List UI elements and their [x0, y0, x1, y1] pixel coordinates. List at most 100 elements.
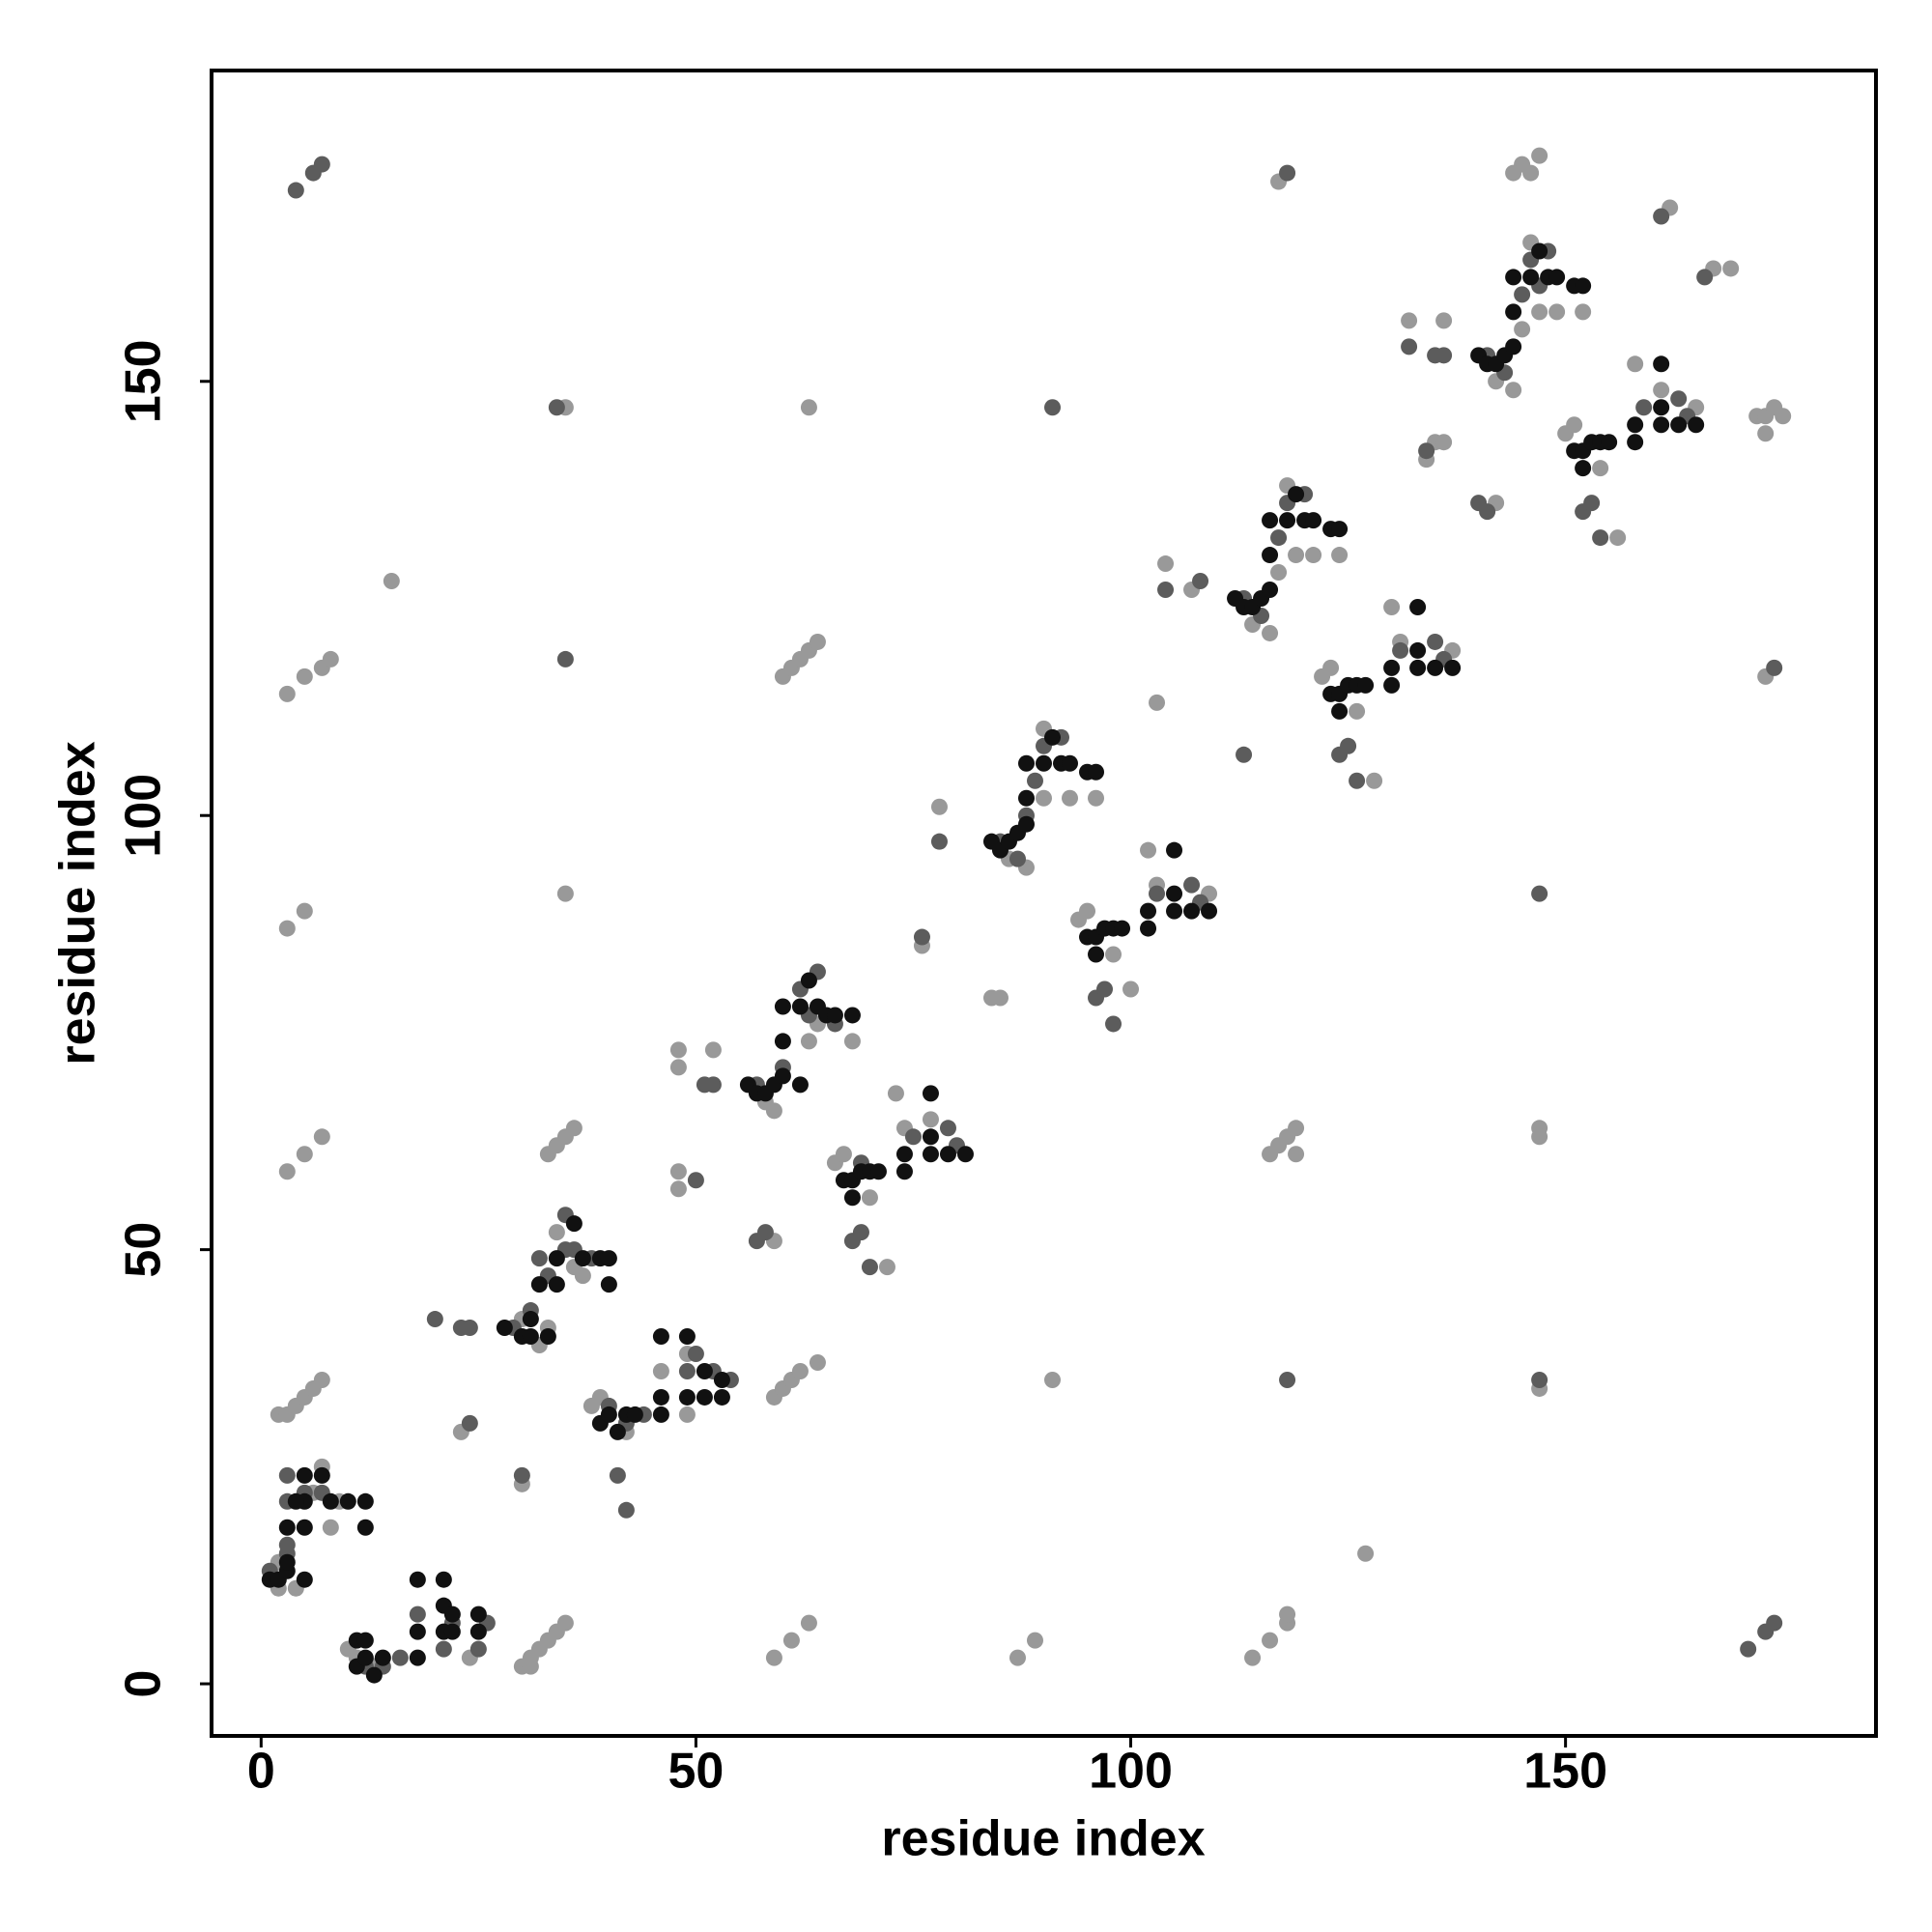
point	[548, 1224, 565, 1241]
point	[1157, 582, 1175, 599]
point	[809, 1353, 826, 1371]
point	[1383, 676, 1401, 694]
point	[296, 902, 313, 920]
point	[626, 1406, 643, 1423]
point	[1418, 442, 1435, 460]
point	[513, 1466, 530, 1484]
point	[1627, 355, 1644, 373]
point	[435, 1571, 452, 1588]
point	[469, 1605, 487, 1623]
point	[409, 1649, 426, 1666]
point	[409, 1571, 426, 1588]
point	[800, 972, 817, 989]
point	[800, 399, 817, 416]
point	[609, 1466, 626, 1484]
point	[374, 1649, 391, 1666]
point	[1409, 641, 1427, 659]
point	[1262, 512, 1279, 529]
point	[765, 1649, 782, 1666]
point	[1270, 529, 1288, 547]
point	[313, 156, 330, 173]
point	[1635, 399, 1653, 416]
point	[1149, 885, 1166, 902]
x-tick-label: 0	[247, 1744, 275, 1800]
point	[1653, 399, 1670, 416]
point	[522, 1311, 539, 1328]
point	[287, 182, 304, 199]
point	[843, 1033, 861, 1050]
point	[913, 928, 930, 946]
point	[800, 1614, 817, 1632]
point	[669, 1041, 687, 1059]
point	[669, 1180, 687, 1198]
point	[1592, 529, 1609, 547]
point	[922, 1146, 939, 1163]
point	[461, 1414, 478, 1432]
point	[1288, 1146, 1305, 1163]
point	[1079, 902, 1096, 920]
point	[1349, 702, 1366, 720]
point	[548, 399, 565, 416]
point	[1201, 902, 1218, 920]
point	[1305, 512, 1322, 529]
point	[296, 1571, 313, 1588]
point	[1062, 754, 1079, 772]
y-tick-label: 0	[116, 1670, 172, 1698]
point	[1166, 885, 1183, 902]
point	[383, 573, 400, 590]
point	[1670, 390, 1688, 408]
point	[1036, 754, 1052, 772]
point	[1026, 772, 1043, 789]
point	[1435, 312, 1453, 329]
point	[356, 1492, 374, 1510]
point	[1331, 521, 1349, 538]
point	[895, 1146, 913, 1163]
point	[1531, 1128, 1548, 1146]
point	[791, 998, 809, 1015]
point	[791, 1076, 809, 1094]
point	[1357, 1545, 1375, 1562]
x-tick-label: 50	[668, 1744, 724, 1800]
point	[1409, 659, 1427, 676]
point	[1244, 1649, 1262, 1666]
point	[1505, 164, 1522, 182]
point	[1653, 208, 1670, 225]
point	[696, 1362, 713, 1379]
point	[1653, 416, 1670, 434]
point	[1531, 1371, 1548, 1388]
point	[1305, 547, 1322, 564]
point	[1609, 529, 1627, 547]
point	[861, 1259, 878, 1276]
point	[869, 1163, 887, 1180]
point	[1009, 1649, 1026, 1666]
point	[782, 1632, 800, 1649]
y-tick-label: 100	[116, 774, 172, 858]
point	[356, 1632, 374, 1649]
point	[1592, 460, 1609, 477]
point	[1192, 573, 1209, 590]
point	[1775, 408, 1792, 425]
point	[565, 1120, 582, 1137]
point	[1409, 598, 1427, 615]
point	[1262, 1632, 1279, 1649]
point	[1514, 286, 1531, 303]
point	[1435, 434, 1453, 451]
point	[704, 1041, 722, 1059]
point	[843, 1007, 861, 1024]
point	[1522, 269, 1540, 286]
point	[652, 1388, 669, 1406]
point	[530, 1276, 548, 1293]
point	[1088, 946, 1105, 963]
point	[1157, 555, 1175, 573]
point	[391, 1649, 409, 1666]
point	[713, 1388, 730, 1406]
point	[687, 1346, 704, 1363]
point	[1044, 1371, 1062, 1388]
point	[1088, 763, 1105, 781]
point	[1653, 382, 1670, 399]
point	[1401, 338, 1418, 355]
point	[313, 1466, 330, 1484]
point	[904, 1128, 922, 1146]
point	[1627, 434, 1644, 451]
y-axis-label: residue index	[50, 741, 106, 1065]
